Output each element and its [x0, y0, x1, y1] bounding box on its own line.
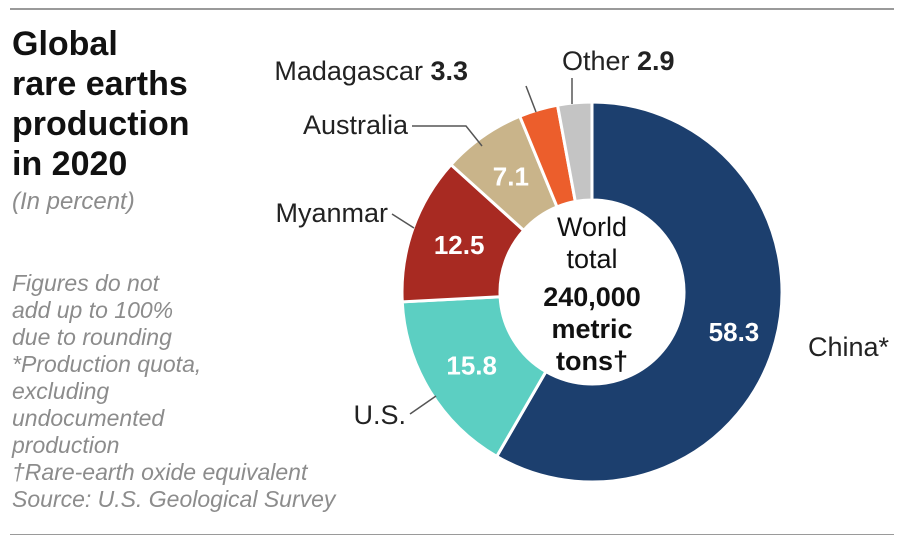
category-label-u-s: U.S. [353, 400, 406, 430]
top-rule [10, 8, 894, 10]
center-line-metric: metric [551, 314, 632, 344]
chart-title: Global rare earths production in 2020 [12, 24, 252, 184]
category-label-australia: Australia [303, 110, 409, 140]
leader-line-australia [412, 125, 483, 147]
note-line: production [12, 432, 120, 458]
center-label: World total 240,000 metric tons† [543, 212, 641, 376]
donut-slices [400, 100, 784, 484]
slice-u-s [400, 295, 548, 459]
center-line-tons: tons† [556, 346, 628, 376]
value-label-myanmar: 12.5 [434, 230, 485, 260]
title-line: Global [12, 25, 118, 63]
value-label-china: 58.3 [709, 317, 760, 347]
chart-notes: Figures do not add up to 100% due to rou… [12, 270, 412, 513]
slice-china [494, 100, 784, 484]
slice-labels: China* U.S. Myanmar Australia Madagascar 3.3… [274, 46, 889, 430]
note-line: undocumented [12, 405, 165, 431]
title-line: production [12, 105, 190, 143]
leader-line-u-s [409, 395, 437, 415]
note-line: Source: U.S. Geological Survey [12, 486, 336, 512]
center-line-world: World [557, 212, 627, 242]
note-line: †Rare-earth oxide equivalent [12, 459, 308, 485]
slice-values: 58.3 15.8 12.5 7.1 [434, 162, 759, 381]
leader-line-madagascar [525, 85, 537, 113]
center-line-total: total [566, 244, 617, 274]
label-leader-lines [391, 78, 573, 415]
title-line: in 2020 [12, 145, 128, 183]
chart-subtitle: (In percent) [12, 188, 135, 215]
value-label-australia: 7.1 [493, 162, 529, 192]
category-label-madagascar: Madagascar 3.3 [274, 56, 468, 86]
category-label-china: China* [808, 332, 890, 362]
note-line: *Production quota, [12, 351, 202, 377]
category-label-myanmar: Myanmar [275, 198, 388, 228]
note-line: Figures do not [12, 270, 160, 296]
note-line: due to rounding [12, 324, 172, 350]
note-line: excluding [12, 378, 110, 404]
note-line: add up to 100% [12, 297, 174, 323]
slice-other [555, 100, 594, 204]
leader-line-myanmar [391, 213, 415, 229]
center-line-amount: 240,000 [543, 282, 641, 312]
category-label-other: Other 2.9 [562, 46, 675, 76]
value-label-u-s: 15.8 [446, 351, 497, 381]
title-line: rare earths [12, 65, 188, 103]
bottom-rule [10, 534, 894, 535]
